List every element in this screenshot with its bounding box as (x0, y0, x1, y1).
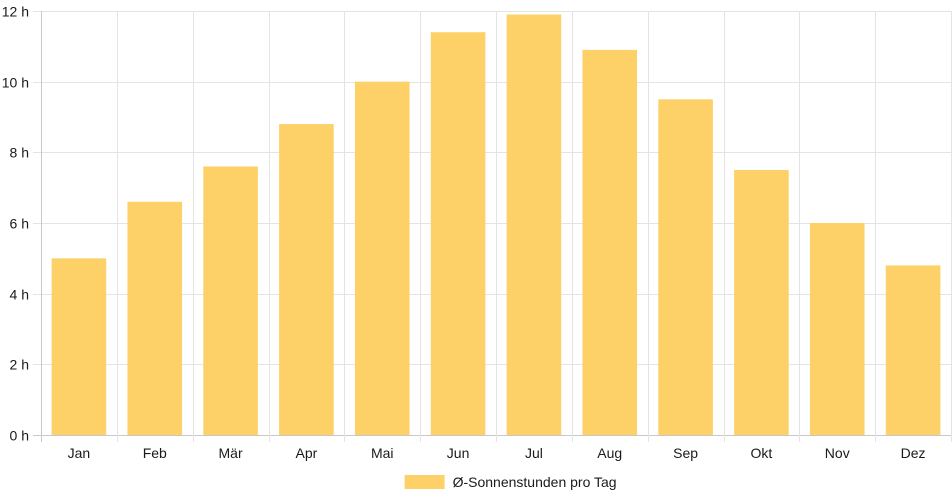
y-tick-label: 10 h (2, 75, 29, 91)
y-tick-label: 12 h (2, 4, 29, 20)
bar-jul[interactable] (506, 14, 562, 436)
bar-aug[interactable] (582, 49, 638, 435)
bar-apr[interactable] (279, 124, 334, 436)
x-tick-label: Feb (143, 445, 167, 461)
x-tick-label: Okt (751, 445, 773, 461)
bar-jun[interactable] (430, 32, 486, 435)
x-tick-label: Mär (219, 445, 243, 461)
legend-label: Ø-Sonnenstunden pro Tag (453, 474, 617, 490)
y-tick-label: 6 h (10, 216, 29, 232)
x-tick-label: Dez (901, 445, 926, 461)
bar-dez[interactable] (885, 265, 941, 435)
x-tick-label: Jan (68, 445, 91, 461)
x-tick-label: Nov (825, 445, 850, 461)
bar-jan[interactable] (51, 258, 107, 435)
axes: 0 h 2 h 4 h 6 h 8 h 10 h 12 h Jan Feb Mär Apr Mai Ju… (2, 4, 926, 462)
y-tick-label: 8 h (10, 145, 29, 161)
bar-feb[interactable] (127, 201, 183, 435)
bars (51, 14, 941, 436)
y-tick-label: 2 h (10, 357, 29, 373)
y-tick-label: 0 h (10, 428, 29, 444)
bar-okt[interactable] (734, 170, 789, 435)
bar-sep[interactable] (658, 99, 713, 435)
legend-swatch (404, 475, 445, 489)
x-tick-label: Jun (447, 445, 470, 461)
legend[interactable]: Ø-Sonnenstunden pro Tag (404, 474, 617, 490)
bar-mai[interactable] (354, 81, 410, 436)
grid (33, 11, 952, 442)
y-tick-label: 4 h (10, 287, 29, 303)
x-tick-label: Apr (296, 445, 318, 461)
bar-nov[interactable] (809, 223, 865, 435)
x-tick-label: Aug (597, 445, 622, 461)
x-tick-label: Sep (673, 445, 698, 461)
x-tick-label: Jul (525, 445, 543, 461)
bar-mär[interactable] (203, 166, 258, 435)
x-tick-label: Mai (371, 445, 394, 461)
